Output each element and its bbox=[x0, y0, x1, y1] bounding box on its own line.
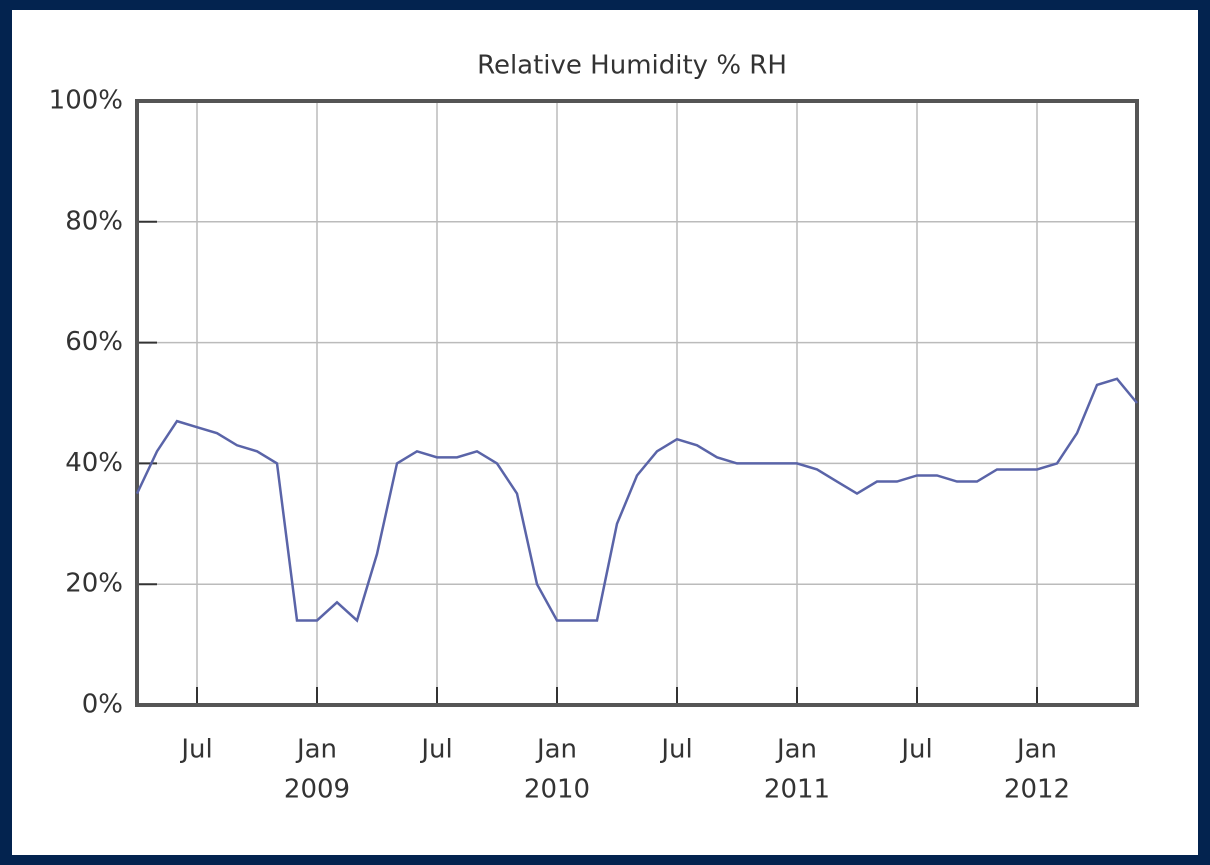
year-label: 2010 bbox=[524, 775, 590, 805]
x-tick-label: Jan bbox=[535, 735, 577, 765]
x-tick-label: Jan bbox=[295, 735, 337, 765]
chart-title: Relative Humidity % RH bbox=[477, 51, 787, 81]
year-label: 2012 bbox=[1004, 775, 1070, 805]
year-label: 2009 bbox=[284, 775, 350, 805]
y-tick-label: 20% bbox=[65, 569, 123, 599]
panel bbox=[12, 10, 1198, 855]
x-tick-label: Jul bbox=[179, 735, 212, 765]
y-tick-label: 100% bbox=[49, 86, 123, 116]
y-tick-label: 0% bbox=[82, 690, 123, 720]
x-tick-label: Jul bbox=[419, 735, 452, 765]
data-line bbox=[135, 377, 1138, 623]
y-tick-label: 80% bbox=[65, 206, 123, 236]
year-label: 2011 bbox=[764, 775, 830, 805]
x-tick-label: Jul bbox=[899, 735, 932, 765]
x-tick-label: Jul bbox=[659, 735, 692, 765]
x-tick-label: Jan bbox=[1015, 735, 1057, 765]
x-tick-label: Jan bbox=[775, 735, 817, 765]
y-tick-label: 40% bbox=[65, 448, 123, 478]
y-tick-label: 60% bbox=[65, 327, 123, 357]
